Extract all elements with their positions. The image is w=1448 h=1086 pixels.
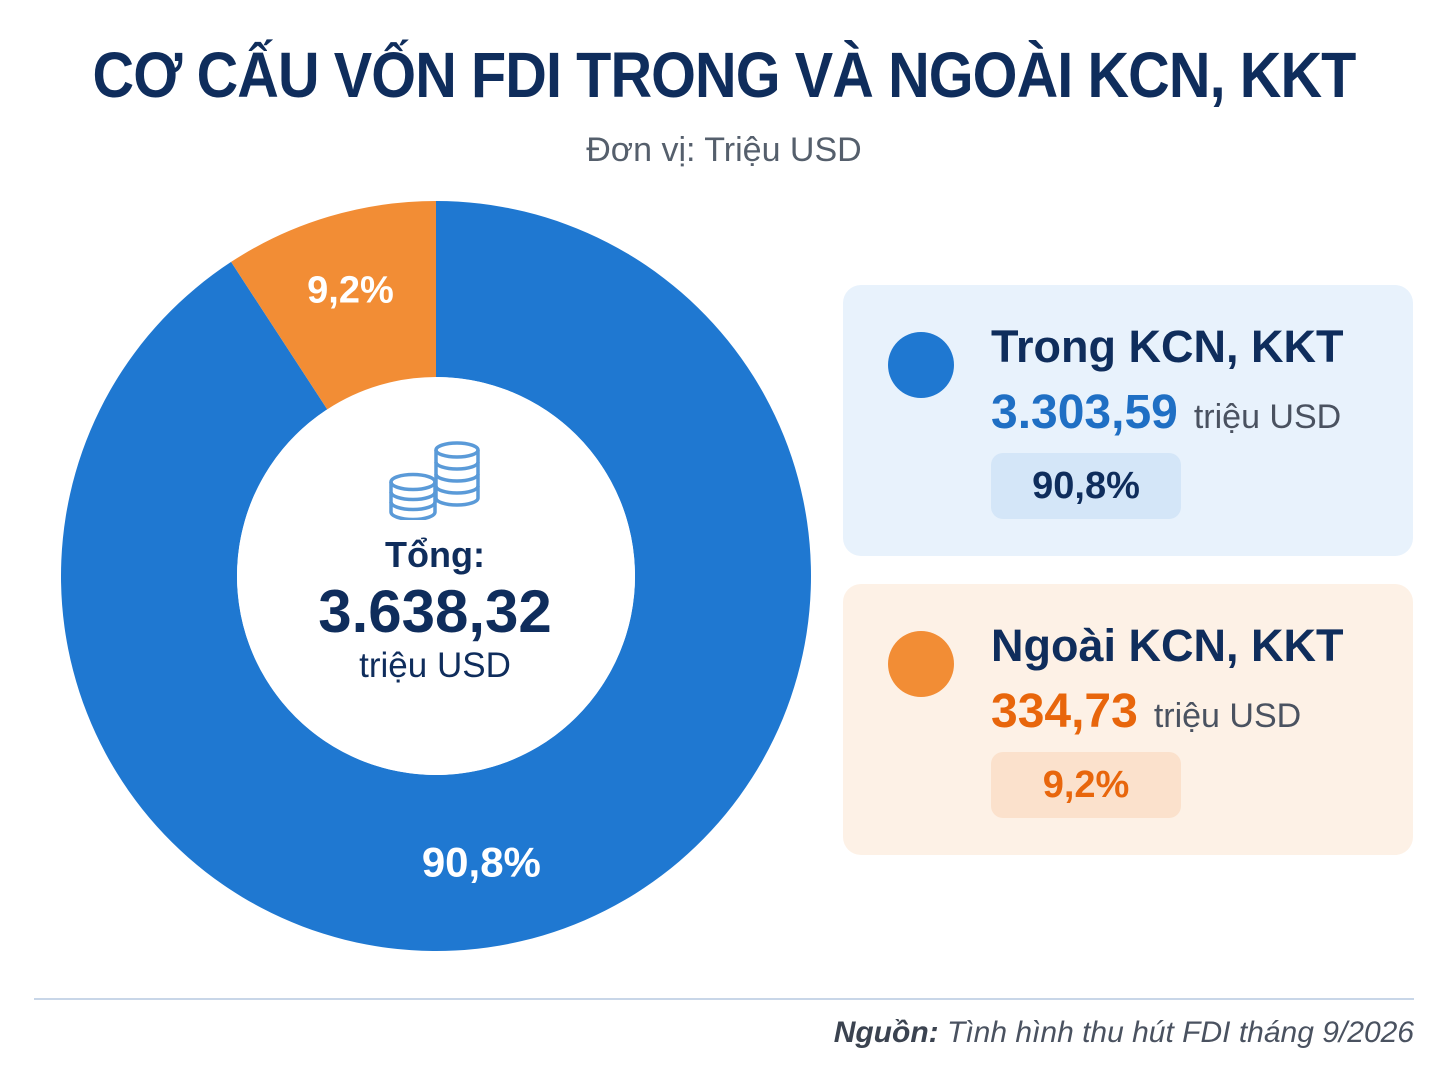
legend-value-ngoai: 334,73 bbox=[991, 685, 1138, 738]
slice-label-trong: 90,8% bbox=[422, 838, 541, 885]
source-note: Nguồn: Tình hình thu hút FDI tháng 9/202… bbox=[834, 1016, 1414, 1050]
donut-chart: 90,8% 9,2% bbox=[60, 201, 811, 952]
source-label: Nguồn: bbox=[833, 1016, 939, 1049]
legend-card-ngoai: Ngoài KCN, KKT 334,73 triệu USD 9,2% bbox=[843, 584, 1413, 855]
donut-hole bbox=[237, 377, 635, 775]
legend-card-trong: Trong KCN, KKT 3.303,59 triệu USD 90,8% bbox=[843, 285, 1413, 556]
total-unit: triệu USD bbox=[359, 646, 511, 685]
slice-trong-kcn bbox=[60, 201, 811, 952]
total-label: Tổng: bbox=[385, 534, 485, 575]
legend-name-trong: Trong KCN, KKT bbox=[991, 321, 1344, 372]
legend-name-ngoai: Ngoài KCN, KKT bbox=[991, 620, 1344, 671]
chart-subtitle: Đơn vị: Triệu USD bbox=[586, 131, 862, 169]
footer-divider bbox=[34, 998, 1414, 1000]
legend-percent-ngoai: 9,2% bbox=[991, 752, 1181, 818]
legend-dot-ngoai bbox=[888, 631, 954, 697]
total-value: 3.638,32 bbox=[318, 578, 552, 645]
donut-center: Tổng: 3.638,32 triệu USD bbox=[235, 440, 635, 686]
legend-unit-trong: triệu USD bbox=[1193, 398, 1342, 436]
source-text: Tình hình thu hút FDI tháng 9/2026 bbox=[947, 1016, 1414, 1049]
coins-icon bbox=[389, 441, 480, 520]
slice-label-ngoai: 9,2% bbox=[307, 269, 394, 311]
chart-title: CƠ CẤU VỐN FDI TRONG VÀ NGOÀI KCN, KKT bbox=[92, 39, 1357, 111]
legend-percent-trong: 90,8% bbox=[991, 453, 1181, 519]
legend-dot-trong bbox=[888, 332, 954, 398]
slice-ngoai-kcn bbox=[231, 201, 436, 410]
legend-value-trong: 3.303,59 bbox=[991, 386, 1178, 439]
legend-unit-ngoai: triệu USD bbox=[1153, 697, 1302, 735]
